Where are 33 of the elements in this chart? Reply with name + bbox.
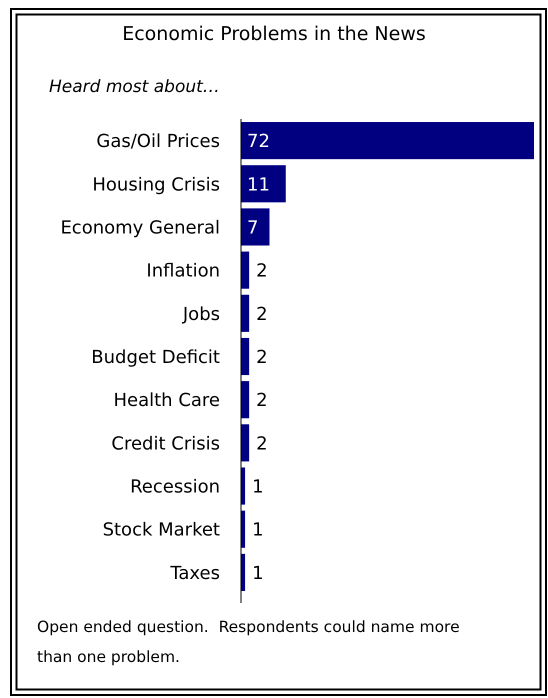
y-tick-label: Stock Market xyxy=(102,520,220,541)
bar xyxy=(241,122,534,160)
y-tick-label: Inflation xyxy=(146,260,220,282)
data-label: 2 xyxy=(256,346,268,368)
y-tick-label: Jobs xyxy=(182,304,220,325)
data-label: 1 xyxy=(252,520,264,541)
y-tick-label: Health Care xyxy=(113,390,220,412)
data-label: 2 xyxy=(256,390,268,412)
data-label: 1 xyxy=(252,562,264,584)
y-tick-label: Gas/Oil Prices xyxy=(96,131,220,152)
text: Open ended question. Respondents could name more than one problem. xyxy=(37,618,460,666)
data-label: 1 xyxy=(252,476,264,498)
bar xyxy=(241,165,286,202)
data-label: 7 xyxy=(247,217,258,238)
bar xyxy=(241,338,250,376)
data-label: 11 xyxy=(247,174,270,196)
data-label: 72 xyxy=(247,131,270,152)
bar xyxy=(241,208,270,246)
bar xyxy=(241,381,250,418)
bar xyxy=(241,252,250,289)
data-label: 2 xyxy=(256,433,268,454)
data-label: 2 xyxy=(256,260,268,282)
data-label: 2 xyxy=(256,304,268,325)
chart-subtitle: Heard most about… xyxy=(49,77,220,97)
y-tick-label: Budget Deficit xyxy=(91,346,220,368)
y-tick-label: Housing Crisis xyxy=(92,174,220,196)
chart-title: Economic Problems in the News xyxy=(122,23,426,45)
y-tick-label: Credit Crisis xyxy=(111,433,220,454)
bar xyxy=(241,424,250,462)
y-tick-label: Economy General xyxy=(60,217,220,238)
y-tick-label: Taxes xyxy=(169,562,220,584)
y-tick-label: Recession xyxy=(130,476,220,498)
bar xyxy=(241,294,250,332)
